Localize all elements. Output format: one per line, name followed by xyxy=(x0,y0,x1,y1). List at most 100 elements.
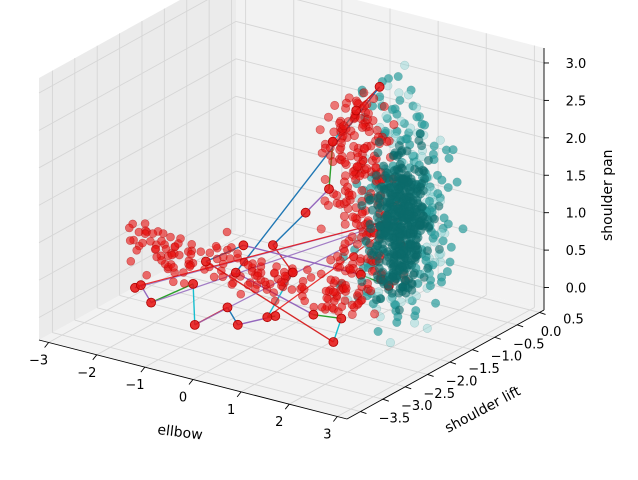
z-tick-label: 2.0 xyxy=(566,132,587,147)
y-tick-mark xyxy=(494,336,501,340)
x-tick-mark xyxy=(188,379,194,385)
red-point xyxy=(328,337,339,347)
cloud-marker xyxy=(405,229,415,239)
cloud-marker xyxy=(408,101,418,111)
red-marker xyxy=(353,152,363,162)
red-marker xyxy=(227,243,236,252)
cloud-marker xyxy=(425,182,435,192)
cloud-marker xyxy=(418,211,428,221)
red-marker xyxy=(236,289,246,299)
red-marker xyxy=(186,250,196,259)
cloud-marker xyxy=(393,204,403,214)
y-tick-label: −1.0 xyxy=(491,350,523,365)
cloud-marker xyxy=(412,112,422,122)
red-marker xyxy=(132,246,141,255)
red-point xyxy=(324,184,334,194)
tick-labels: −3−2−10123−3.5−3.0−2.5−2.0−1.5−1.0−0.50.… xyxy=(29,57,586,443)
x-tick-mark xyxy=(92,354,98,361)
red-marker xyxy=(370,309,380,319)
trajectory-line xyxy=(192,283,196,325)
red-marker xyxy=(347,300,357,310)
cloud-marker xyxy=(434,244,444,254)
red-marker xyxy=(303,265,312,275)
cloud-marker xyxy=(405,123,416,133)
red-marker xyxy=(187,240,196,249)
red-marker xyxy=(179,279,189,288)
cloud-marker xyxy=(374,137,384,147)
z-grid-side xyxy=(38,208,237,318)
red-marker xyxy=(270,296,280,306)
red-point xyxy=(336,313,347,324)
cloud-marker xyxy=(421,256,431,266)
red-point xyxy=(188,278,199,289)
red-marker xyxy=(351,175,361,185)
z-grid-side xyxy=(38,133,237,244)
cloud-marker xyxy=(375,221,385,231)
cloud-marker xyxy=(406,255,416,265)
y-tick-mark xyxy=(405,386,412,390)
red-marker xyxy=(360,144,370,154)
cloud-marker xyxy=(382,203,392,213)
red-marker xyxy=(287,285,297,294)
red-marker xyxy=(340,239,350,249)
x-tick-label: 3 xyxy=(323,428,331,443)
x-tick-label: −1 xyxy=(125,378,144,393)
red-point xyxy=(189,319,200,330)
cloud-marker xyxy=(423,263,433,273)
red-marker xyxy=(352,162,362,172)
red-marker xyxy=(337,302,347,312)
red-marker xyxy=(211,241,221,251)
red-marker xyxy=(330,100,340,110)
cloud-marker xyxy=(374,184,384,194)
trajectory-line xyxy=(205,260,334,343)
red-marker xyxy=(185,262,194,272)
cloud-marker xyxy=(435,135,445,145)
cloud-marker xyxy=(381,111,391,121)
cloud-marker xyxy=(425,281,435,291)
cloud-marker xyxy=(433,189,443,199)
cloud-marker xyxy=(373,326,383,336)
cloud-marker xyxy=(372,270,382,280)
cloud-marker xyxy=(422,323,432,333)
cloud-marker xyxy=(407,296,417,306)
cloud-marker xyxy=(392,164,402,174)
cloud-marker xyxy=(367,205,377,215)
red-marker xyxy=(205,248,215,258)
x-tick-mark xyxy=(236,391,242,398)
cloud-marker xyxy=(388,222,399,232)
red-marker xyxy=(347,190,357,200)
cloud-marker xyxy=(411,306,421,316)
cloud-marker xyxy=(382,214,393,224)
red-point xyxy=(308,309,319,320)
red-point xyxy=(267,240,278,251)
x-tick-label: 1 xyxy=(227,403,235,418)
red-marker xyxy=(332,252,342,262)
red-marker xyxy=(339,211,349,221)
cloud-marker xyxy=(380,190,390,200)
y-tick-label: −2.0 xyxy=(446,374,478,389)
cloud-marker xyxy=(403,90,413,100)
x-grid-floor xyxy=(192,270,391,380)
x-tick-label: 2 xyxy=(275,415,283,430)
red-point xyxy=(146,297,157,308)
cloud-marker xyxy=(444,153,454,163)
cloud-marker xyxy=(384,284,394,295)
red-marker xyxy=(138,238,147,248)
cloud-marker xyxy=(431,298,441,308)
cloud-marker xyxy=(407,279,417,289)
cloud-marker xyxy=(424,196,435,206)
z-tick-label: 1.0 xyxy=(566,207,587,222)
cloud-marker xyxy=(412,102,422,112)
red-marker xyxy=(151,244,161,254)
x-grid-floor xyxy=(337,307,535,417)
red-marker xyxy=(169,277,178,287)
cloud-marker xyxy=(391,132,401,142)
cloud-marker xyxy=(357,201,367,211)
z-grid-side xyxy=(38,170,237,281)
red-point xyxy=(222,302,233,313)
red-marker xyxy=(269,288,279,297)
red-marker xyxy=(321,286,331,296)
cloud-marker xyxy=(395,232,405,242)
z-grid-side xyxy=(38,95,237,206)
y-tick-label: 0.0 xyxy=(541,325,562,340)
